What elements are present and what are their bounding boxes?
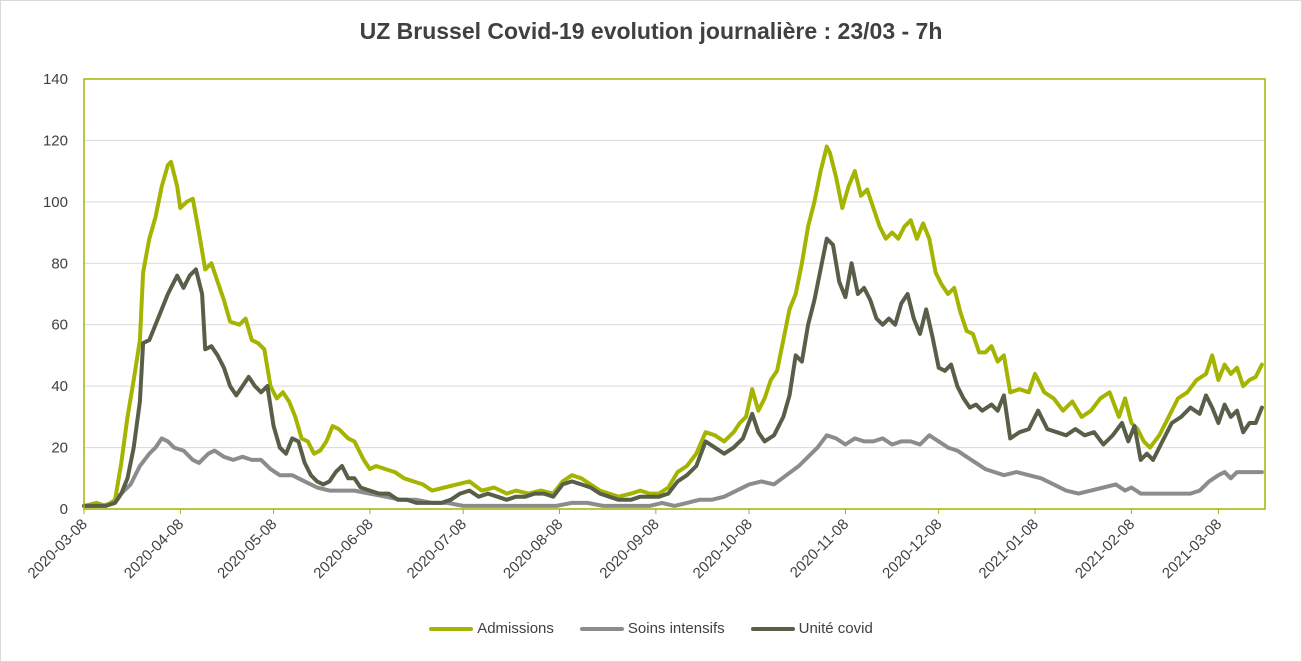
legend-label-soins-intensifs: Soins intensifs bbox=[627, 620, 725, 637]
y-tick-label: 40 bbox=[51, 378, 68, 395]
y-tick-label: 60 bbox=[51, 317, 68, 334]
x-tick-label: 2021-03-08 bbox=[1159, 516, 1225, 582]
x-tick-label: 2020-06-08 bbox=[310, 516, 376, 582]
x-tick-label: 2021-01-08 bbox=[976, 516, 1042, 582]
plot-area-border bbox=[83, 78, 1266, 510]
chart-title: UZ Brussel Covid-19 evolution journalièr… bbox=[359, 18, 943, 44]
legend-swatch-soins-intensifs bbox=[579, 626, 624, 631]
legend: Admissions Soins intensifs Unité covid bbox=[0, 620, 1302, 637]
x-tick-label: 2020-03-08 bbox=[25, 516, 91, 582]
x-tick-label: 2020-11-08 bbox=[787, 516, 852, 581]
x-axis-ticks: 2020-03-08 2020-04-08 2020-05-08 2020-06-08… bbox=[25, 509, 1225, 582]
legend-item-unite-covid: Unité covid bbox=[750, 620, 873, 637]
legend-swatch-admissions bbox=[429, 626, 474, 631]
x-tick-label: 2020-07-08 bbox=[404, 516, 470, 582]
legend-item-admissions: Admissions bbox=[429, 620, 554, 637]
x-tick-label: 2020-12-08 bbox=[879, 516, 945, 582]
legend-swatch-unite-covid bbox=[750, 626, 795, 631]
x-tick-label: 2021-02-08 bbox=[1072, 516, 1138, 582]
series-line-admissions bbox=[82, 144, 1264, 508]
y-tick-label: 80 bbox=[51, 255, 68, 272]
series-line-soins-intensifs bbox=[82, 433, 1264, 508]
y-axis-ticks: 0 20 40 60 80 100 120 140 bbox=[43, 71, 68, 518]
y-tick-label: 20 bbox=[51, 440, 68, 457]
x-tick-label: 2020-09-08 bbox=[596, 516, 662, 582]
x-tick-label: 2020-04-08 bbox=[121, 516, 187, 582]
y-tick-label: 120 bbox=[43, 132, 68, 149]
gridlines bbox=[84, 139, 1265, 449]
legend-item-soins-intensifs: Soins intensifs bbox=[579, 620, 725, 637]
x-tick-label: 2020-08-08 bbox=[500, 516, 566, 582]
legend-label-admissions: Admissions bbox=[477, 620, 554, 637]
y-tick-label: 100 bbox=[43, 194, 68, 211]
x-tick-label: 2020-05-08 bbox=[214, 516, 280, 582]
legend-label-unite-covid: Unité covid bbox=[798, 620, 873, 637]
series-lines bbox=[82, 144, 1264, 508]
y-tick-label: 140 bbox=[43, 71, 68, 88]
y-tick-label: 0 bbox=[60, 501, 68, 518]
series-line-unit-covid bbox=[82, 236, 1264, 508]
x-tick-label: 2020-10-08 bbox=[690, 516, 756, 582]
